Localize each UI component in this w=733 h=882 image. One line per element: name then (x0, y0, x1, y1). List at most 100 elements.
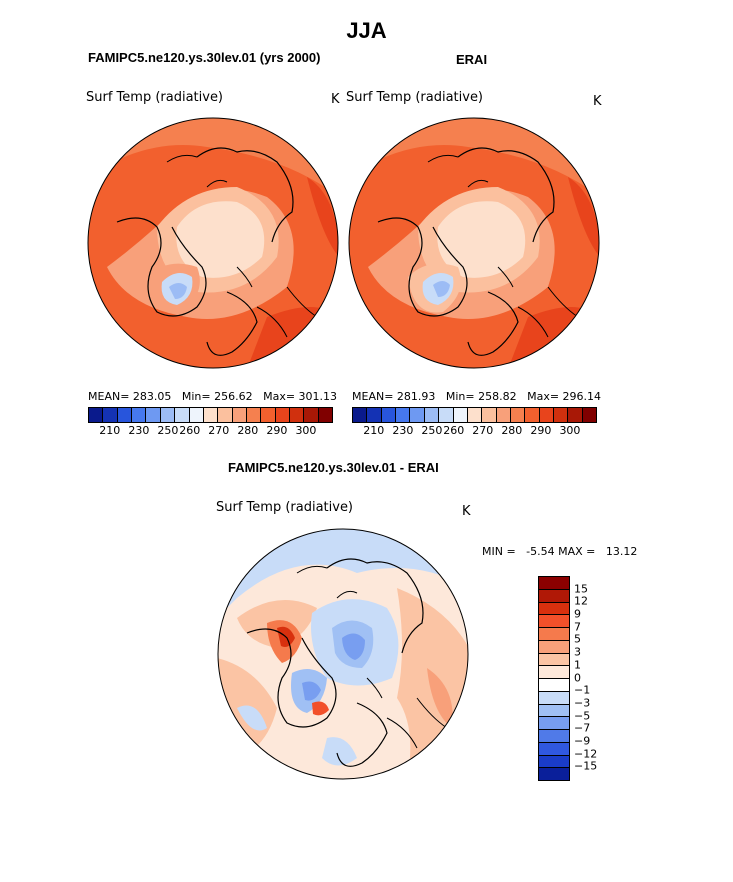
model-colorbar-swatch (290, 408, 305, 422)
obs-colorbar-tick-label: 280 (501, 424, 523, 437)
model-colorbar (88, 407, 333, 423)
diff-colorbar-tick-label: −1 (574, 683, 591, 697)
diff-colorbar-tick-label: −12 (574, 747, 598, 761)
model-polar-map (87, 117, 339, 369)
obs-colorbar-swatch (525, 408, 540, 422)
model-colorbar-tick-label: 300 (295, 424, 317, 437)
model-colorbar-swatch (89, 408, 104, 422)
diff-colorbar-swatch (539, 768, 569, 780)
diff-colorbar-swatch (539, 704, 569, 718)
obs-colorbar-swatch (568, 408, 583, 422)
model-colorbar-swatch (146, 408, 161, 422)
model-colorbar-swatch (246, 408, 262, 422)
model-colorbar-swatch (132, 408, 147, 422)
diff-colorbar-swatch (539, 589, 569, 603)
model-colorbar-swatch (117, 408, 133, 422)
diff-colorbar-swatch (539, 653, 569, 667)
model-colorbar-tick-label: 250 (157, 424, 179, 437)
obs-colorbar-tick-label: 250 (421, 424, 443, 437)
diff-colorbar (538, 576, 570, 781)
obs-colorbar-tick-label: 230 (392, 424, 414, 437)
model-colorbar-swatch (304, 408, 319, 422)
diff-colorbar-swatch (539, 640, 569, 654)
obs-variable-label: Surf Temp (radiative) (346, 90, 484, 105)
diff-colorbar-swatch (539, 755, 569, 769)
obs-colorbar-swatch (554, 408, 569, 422)
diff-colorbar-tick-label: 7 (574, 620, 581, 634)
obs-colorbar-swatch (381, 408, 397, 422)
diff-polar-map (217, 528, 469, 780)
diff-colorbar-tick-label: −9 (574, 734, 591, 748)
model-variable-label: Surf Temp (radiative) (86, 90, 224, 105)
diff-variable-label: Surf Temp (radiative) (216, 500, 354, 515)
diff-colorbar-swatch (539, 666, 569, 679)
obs-panel-title: ERAI (456, 52, 488, 67)
obs-colorbar (352, 407, 597, 423)
diff-colorbar-tick-label: 9 (574, 607, 581, 621)
diff-colorbar-swatch (539, 742, 569, 756)
diff-colorbar-swatch (539, 628, 569, 641)
obs-colorbar-swatch (410, 408, 425, 422)
model-colorbar-swatch (103, 408, 118, 422)
diff-stats: MIN = -5.54 MAX = 13.12 (482, 545, 638, 558)
diff-colorbar-tick-label: −5 (574, 709, 591, 723)
model-colorbar-swatch (261, 408, 276, 422)
diff-colorbar-tick-label: 15 (574, 582, 588, 596)
model-colorbar-swatch (160, 408, 176, 422)
model-colorbar-tick-label: 230 (128, 424, 150, 437)
obs-colorbar-swatch (439, 408, 454, 422)
obs-stats: MEAN= 281.93 Min= 258.82 Max= 296.14 (352, 390, 602, 403)
model-colorbar-tick-label: 290 (266, 424, 288, 437)
obs-colorbar-swatch (539, 408, 555, 422)
model-colorbar-tick-label: 280 (237, 424, 259, 437)
model-colorbar-swatch (275, 408, 291, 422)
diff-colorbar-tick-label: 0 (574, 671, 581, 684)
model-colorbar-tick-label: 260 (179, 424, 201, 437)
model-panel-title: FAMIPC5.ne120.ys.30lev.01 (yrs 2000) (88, 50, 321, 65)
model-colorbar-tick-label: 270 (208, 424, 230, 437)
obs-colorbar-swatch (510, 408, 526, 422)
obs-colorbar-swatch (582, 408, 597, 422)
diff-colorbar-swatch (539, 717, 569, 730)
obs-colorbar-tick-label: 290 (530, 424, 552, 437)
diff-colorbar-tick-label: −3 (574, 696, 591, 710)
model-colorbar-swatch (203, 408, 219, 422)
diff-colorbar-swatch (539, 602, 569, 616)
model-colorbar-swatch (218, 408, 233, 422)
diff-colorbar-tick-label: −7 (574, 721, 591, 735)
obs-colorbar-tick-label: 300 (559, 424, 581, 437)
model-unit-label: K (331, 92, 340, 107)
obs-colorbar-swatch (496, 408, 511, 422)
model-colorbar-tick-label: 210 (99, 424, 121, 437)
obs-colorbar-tick-label: 270 (472, 424, 494, 437)
diff-colorbar-swatch (539, 691, 569, 705)
obs-colorbar-swatch (453, 408, 468, 422)
diff-colorbar-tick-label: 3 (574, 645, 581, 659)
obs-colorbar-swatch (396, 408, 411, 422)
model-colorbar-swatch (175, 408, 190, 422)
obs-polar-map (348, 117, 600, 369)
obs-unit-label: K (593, 94, 602, 109)
page-title: JJA (346, 18, 387, 43)
obs-colorbar-swatch (424, 408, 440, 422)
obs-colorbar-swatch (467, 408, 483, 422)
model-colorbar-swatch (318, 408, 333, 422)
diff-colorbar-swatch (539, 730, 569, 743)
obs-colorbar-swatch (482, 408, 497, 422)
diff-colorbar-tick-label: 12 (574, 594, 588, 608)
model-colorbar-swatch (189, 408, 204, 422)
model-stats: MEAN= 283.05 Min= 256.62 Max= 301.13 (88, 390, 338, 403)
diff-colorbar-tick-label: −15 (574, 759, 598, 773)
diff-colorbar-swatch (539, 577, 569, 590)
diff-colorbar-tick-label: 5 (574, 632, 581, 646)
obs-colorbar-tick-label: 210 (363, 424, 385, 437)
obs-colorbar-tick-label: 260 (443, 424, 465, 437)
diff-unit-label: K (462, 504, 471, 519)
obs-colorbar-swatch (367, 408, 382, 422)
diff-colorbar-swatch (539, 615, 569, 628)
model-colorbar-swatch (232, 408, 247, 422)
diff-colorbar-swatch (539, 679, 569, 692)
obs-colorbar-swatch (353, 408, 368, 422)
diff-panel-title: FAMIPC5.ne120.ys.30lev.01 - ERAI (228, 460, 439, 475)
diff-colorbar-tick-label: 1 (574, 658, 581, 672)
